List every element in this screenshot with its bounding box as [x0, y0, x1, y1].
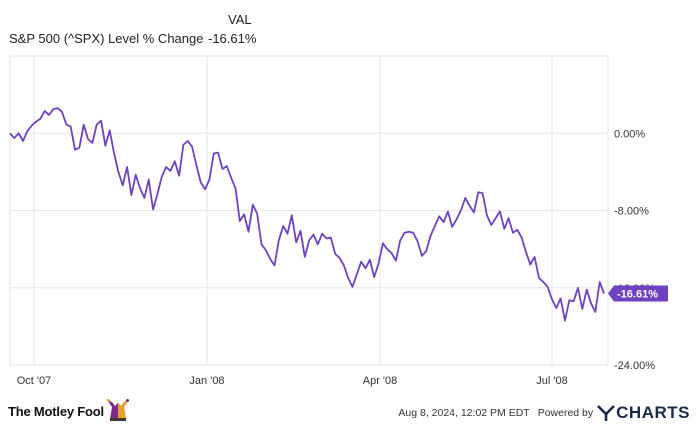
x-tick-label: Oct '07 [17, 375, 52, 387]
y-tick-label: -8.00% [614, 206, 649, 218]
x-tick-label: Jan '08 [189, 375, 224, 387]
ycharts-wordmark: CHARTS [616, 403, 690, 422]
jester-hat-icon [106, 399, 129, 421]
ycharts-y-icon [597, 405, 616, 421]
powered-by-text: Powered by [537, 407, 594, 419]
x-tick-label: Apr '08 [363, 375, 398, 387]
last-value-label: -16.61% [617, 289, 658, 301]
ycharts-logo[interactable]: CHARTS [597, 403, 690, 423]
x-tick-label: Jul '08 [536, 375, 567, 387]
y-tick-label: 0.00% [614, 128, 645, 140]
chart-header: VAL S&P 500 (^SPX) Level % Change -16.61… [0, 0, 700, 50]
series-label: S&P 500 (^SPX) Level % Change [9, 31, 204, 46]
chart-footer: The Motley Fool Aug 8, 2024, 12:02 PM ED… [0, 395, 700, 428]
motley-fool-logo[interactable]: The Motley Fool [8, 397, 129, 425]
footer-attribution: Aug 8, 2024, 12:02 PM EDT Powered by CHA… [398, 403, 690, 423]
last-value-callout: -16.61% [608, 285, 668, 302]
column-header-val: VAL [228, 12, 252, 27]
series-line-layer [9, 107, 605, 322]
series-value: -16.61% [208, 31, 257, 46]
motley-fool-wordmark: The Motley Fool [8, 403, 104, 419]
timestamp: Aug 8, 2024, 12:02 PM EDT [398, 407, 530, 419]
y-tick-label: -24.00% [614, 360, 655, 372]
series-line-sp500 [9, 107, 605, 322]
grid-layer [9, 55, 609, 366]
